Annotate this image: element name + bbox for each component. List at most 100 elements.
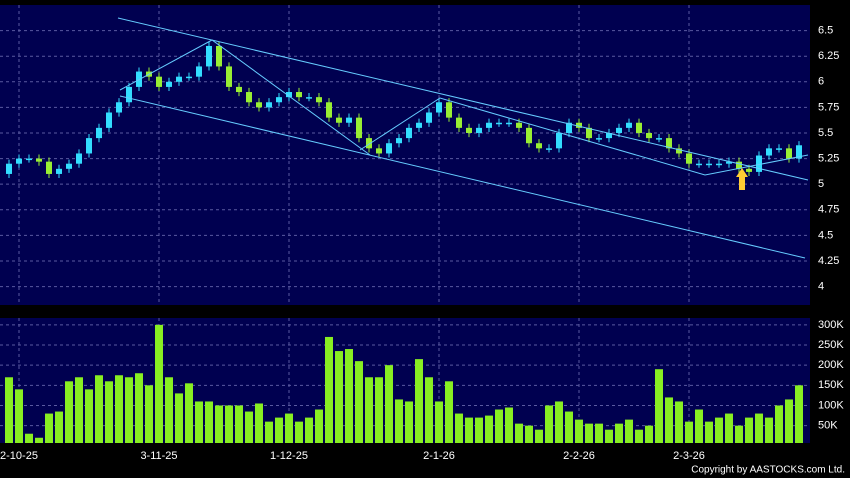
candle-body bbox=[766, 148, 772, 156]
candle-body bbox=[216, 45, 222, 67]
volume-bar bbox=[415, 359, 423, 443]
volume-bar bbox=[785, 399, 793, 443]
y2-tick-label: 300K bbox=[818, 319, 844, 331]
candle-body bbox=[696, 163, 702, 166]
volume-bar bbox=[75, 377, 83, 443]
candle-body bbox=[436, 102, 442, 113]
candle-body bbox=[56, 168, 62, 174]
volume-bar bbox=[365, 377, 373, 443]
candle-body bbox=[666, 138, 672, 149]
volume-bar bbox=[735, 425, 743, 443]
volume-bar bbox=[155, 324, 163, 443]
x-tick-label: 2-2-26 bbox=[563, 450, 595, 462]
candle-body bbox=[646, 132, 652, 139]
arrow bbox=[736, 168, 748, 190]
volume-bar bbox=[485, 415, 493, 443]
marks bbox=[5, 41, 803, 443]
volume-bar bbox=[285, 413, 293, 443]
volume-bar bbox=[695, 409, 703, 443]
volume-bar bbox=[215, 405, 223, 443]
candle-body bbox=[796, 145, 802, 159]
y-tick-label: 5.75 bbox=[818, 101, 839, 113]
candle-body bbox=[426, 112, 432, 123]
candle-body bbox=[296, 92, 302, 98]
candle-body bbox=[36, 158, 42, 162]
volume-bar bbox=[115, 375, 123, 443]
candle-body bbox=[656, 138, 662, 140]
volume-bar bbox=[615, 423, 623, 443]
trend-line bbox=[119, 95, 806, 259]
volume-bar bbox=[45, 413, 53, 443]
candle-body bbox=[676, 148, 682, 154]
candle-body bbox=[616, 127, 622, 133]
volume-bar bbox=[565, 411, 573, 443]
candle-body bbox=[506, 122, 512, 125]
candle-body bbox=[336, 117, 342, 123]
volume-bar bbox=[135, 373, 143, 443]
y2-tick-label: 150K bbox=[818, 379, 844, 391]
candle-body bbox=[196, 66, 202, 77]
volume-bar bbox=[535, 429, 543, 443]
candle-body bbox=[496, 122, 502, 125]
volume-bar bbox=[405, 401, 413, 443]
candle-body bbox=[376, 148, 382, 154]
volume-bar bbox=[325, 336, 333, 443]
volume-bar bbox=[15, 389, 23, 443]
volume-bar bbox=[495, 409, 503, 443]
candle-body bbox=[776, 148, 782, 150]
volume-bar bbox=[305, 417, 313, 443]
volume-bar bbox=[435, 401, 443, 443]
volume-bar bbox=[65, 381, 73, 443]
price-panel bbox=[0, 5, 810, 305]
candle-body bbox=[116, 102, 122, 113]
trend-line bbox=[359, 97, 809, 176]
volume-bar bbox=[775, 405, 783, 443]
candle-body bbox=[206, 45, 212, 67]
candle-body bbox=[346, 117, 352, 123]
y2-tick-label: 200K bbox=[818, 359, 844, 371]
candle-body bbox=[446, 102, 452, 118]
candle-body bbox=[76, 153, 82, 164]
candle-body bbox=[706, 163, 712, 166]
candle-body bbox=[566, 122, 572, 133]
candle-body bbox=[16, 158, 22, 164]
volume-bar bbox=[705, 421, 713, 443]
volume-bar bbox=[295, 421, 303, 443]
volume-bar bbox=[525, 425, 533, 443]
candle-body bbox=[576, 122, 582, 128]
volume-bar bbox=[725, 413, 733, 443]
volume-bar bbox=[755, 413, 763, 443]
candle-body bbox=[366, 138, 372, 149]
candle-body bbox=[546, 148, 552, 150]
volume-bar bbox=[635, 429, 643, 443]
volume-bar bbox=[55, 411, 63, 443]
volume-bar bbox=[335, 351, 343, 443]
candle-body bbox=[66, 163, 72, 169]
x-tick-label: 1-12-25 bbox=[270, 450, 308, 462]
candle-body bbox=[406, 127, 412, 139]
candle-body bbox=[536, 143, 542, 149]
volume-bar bbox=[85, 389, 93, 443]
candle-body bbox=[726, 161, 732, 164]
volume-bar bbox=[5, 377, 13, 443]
volume-bar bbox=[395, 399, 403, 443]
y-tick-label: 6.5 bbox=[818, 25, 833, 37]
candle-body bbox=[416, 122, 422, 128]
volume-bar bbox=[455, 413, 463, 443]
volume-bar bbox=[445, 381, 453, 443]
volume-bar bbox=[665, 397, 673, 443]
candle-body bbox=[386, 143, 392, 154]
volume-bar bbox=[715, 417, 723, 443]
x-tick-label: 2-3-26 bbox=[673, 450, 705, 462]
candle-body bbox=[86, 138, 92, 154]
volume-bar bbox=[345, 349, 353, 443]
volume-bar bbox=[275, 417, 283, 443]
volume-bar bbox=[655, 369, 663, 443]
y2-tick-label: 100K bbox=[818, 399, 844, 411]
volume-bar bbox=[235, 405, 243, 443]
volume-bar bbox=[195, 401, 203, 443]
y-tick-label: 6 bbox=[818, 76, 824, 88]
y-tick-label: 4.75 bbox=[818, 204, 839, 216]
volume-bar bbox=[795, 385, 803, 443]
